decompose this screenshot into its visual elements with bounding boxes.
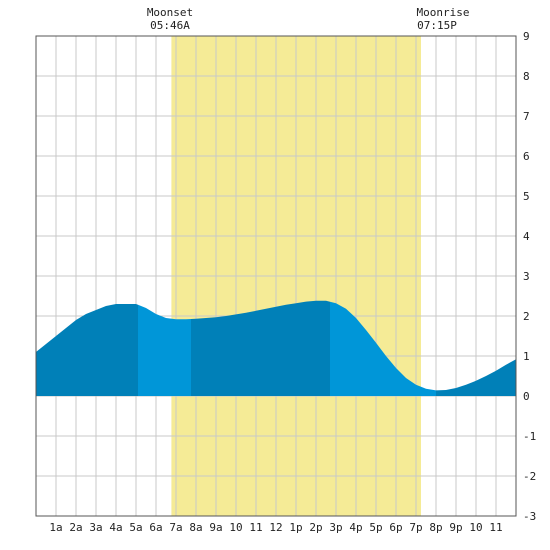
x-tick-label: 2a — [69, 521, 82, 534]
moonrise-label: Moonrise — [417, 6, 470, 19]
x-tick-label: 11 — [489, 521, 502, 534]
x-tick-label: 7p — [409, 521, 422, 534]
x-tick-label: 2p — [309, 521, 322, 534]
x-tick-label: 3p — [329, 521, 342, 534]
y-tick-label: 3 — [523, 270, 530, 283]
y-tick-label: 4 — [523, 230, 530, 243]
y-axis-labels: 9 8 7 6 5 4 3 2 1 0 -1 -2 -3 — [523, 30, 536, 523]
x-tick-label: 1p — [289, 521, 302, 534]
tide-segment-dark — [436, 359, 516, 396]
y-tick-label: 7 — [523, 110, 530, 123]
tide-segment-light — [138, 304, 191, 396]
x-tick-label: 4p — [349, 521, 362, 534]
x-tick-label: 8p — [429, 521, 442, 534]
moonset-time: 05:46A — [150, 19, 190, 32]
tide-segment-light — [330, 301, 436, 396]
y-tick-label: 6 — [523, 150, 530, 163]
y-tick-label: -1 — [523, 430, 536, 443]
tide-area — [36, 300, 516, 396]
y-tick-label: 5 — [523, 190, 530, 203]
y-tick-label: 8 — [523, 70, 530, 83]
x-tick-label: 6a — [149, 521, 162, 534]
y-tick-label: -2 — [523, 470, 536, 483]
x-tick-label: 6p — [389, 521, 402, 534]
x-tick-label: 10 — [469, 521, 482, 534]
moonrise-time: 07:15P — [417, 19, 457, 32]
x-tick-label: 7a — [169, 521, 182, 534]
tide-segment-dark — [36, 304, 138, 396]
x-axis-labels: 1a 2a 3a 4a 5a 6a 7a 8a 9a 10 11 12 1p 2p 3p 4p 5p 6p 7p 8p… — [49, 521, 502, 534]
y-tick-label: 9 — [523, 30, 530, 43]
x-tick-label: 1a — [49, 521, 62, 534]
x-tick-label: 5p — [369, 521, 382, 534]
x-tick-label: 8a — [189, 521, 202, 534]
y-tick-label: 2 — [523, 310, 530, 323]
x-tick-label: 9a — [209, 521, 222, 534]
plot-frame — [35, 35, 517, 517]
x-tick-label: 11 — [249, 521, 262, 534]
y-tick-label: -3 — [523, 510, 536, 523]
grid — [36, 36, 516, 516]
x-tick-label: 12 — [269, 521, 282, 534]
x-tick-label: 4a — [109, 521, 122, 534]
x-tick-label: 9p — [449, 521, 462, 534]
y-tick-label: 0 — [523, 390, 530, 403]
x-tick-label: 10 — [229, 521, 242, 534]
x-tick-label: 3a — [89, 521, 102, 534]
x-tick-label: 5a — [129, 521, 142, 534]
moonset-label: Moonset — [147, 6, 193, 19]
y-tick-label: 1 — [523, 350, 530, 363]
tide-segment-dark — [191, 300, 330, 396]
